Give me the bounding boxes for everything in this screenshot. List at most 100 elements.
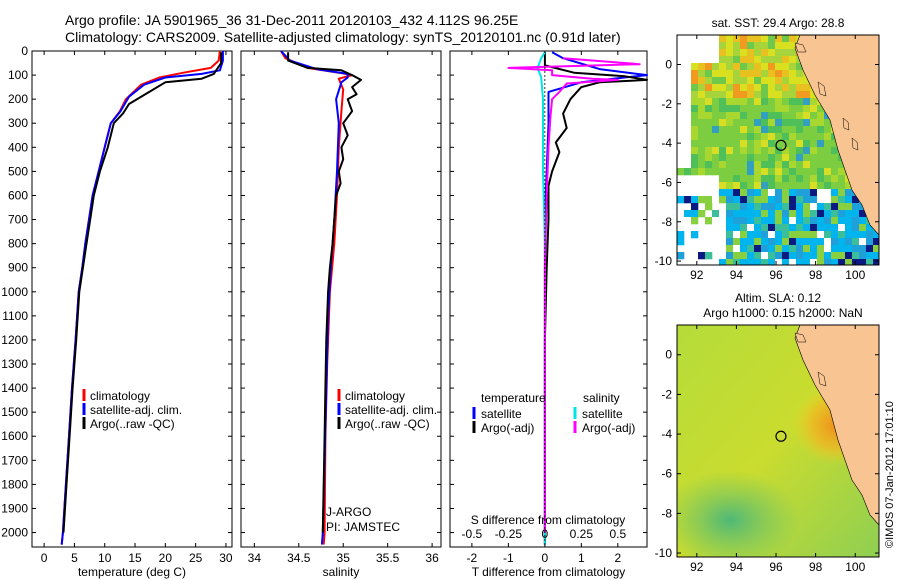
sst-cell (831, 175, 839, 183)
sst-cell (733, 42, 741, 50)
depth-tick-label: 1800 (1, 477, 28, 491)
sla_map-ytick-label: 0 (665, 348, 672, 362)
sst-cell (803, 84, 811, 92)
sst-cell (705, 154, 713, 162)
sst-cell (810, 238, 818, 246)
sst-cell (768, 91, 776, 99)
sst-cell (761, 119, 769, 127)
sst-cell (768, 98, 776, 106)
sst-cell (698, 252, 706, 260)
sst-cell (740, 217, 748, 225)
sst-cell (789, 119, 797, 127)
plot-title-line1: Argo profile: JA 5901965_36 31-Dec-2011 … (65, 12, 519, 28)
sst-cell (803, 259, 811, 265)
sst-cell (719, 168, 727, 176)
sst-cell (740, 238, 748, 246)
sst-cell (726, 147, 734, 155)
sst-cell (775, 56, 783, 64)
sst-cell (761, 42, 769, 50)
sst-cell (810, 196, 818, 204)
sst-cell (691, 196, 699, 204)
sst-cell (810, 161, 818, 169)
sst-cell (677, 252, 685, 260)
sst-cell (754, 168, 762, 176)
sst-cell (726, 210, 734, 218)
sst-cell (754, 70, 762, 78)
sst-cell (789, 105, 797, 113)
sst-cell (789, 70, 797, 78)
temperature-legend-label: climatology (90, 389, 150, 403)
salinity-panel: 34 34.5 35 35.5 36 salinity climatologysatelli… (240, 50, 442, 579)
sst-cell (768, 133, 776, 141)
difference-series-3 (507, 57, 641, 533)
sst-cell (747, 119, 755, 127)
sst-cell (705, 168, 713, 176)
sst-cell (698, 84, 706, 92)
sst-cell (775, 63, 783, 71)
sst-cell (796, 119, 804, 127)
sst-cell (740, 196, 748, 204)
sst-cell (775, 112, 783, 120)
sst-cell (719, 49, 727, 57)
sst-cell (838, 196, 846, 204)
sst-cell (796, 154, 804, 162)
salinity-series-2 (287, 52, 362, 533)
sst-cell (796, 182, 804, 190)
sla-land-sumatra (794, 325, 879, 526)
sst-cell (698, 210, 706, 218)
depth-tick-label: 1400 (1, 381, 28, 395)
sst-cell (712, 119, 720, 127)
sla_map-ytick-label: -8 (661, 506, 672, 520)
sst-cell (824, 196, 832, 204)
sst_map-xtick-label: 100 (845, 268, 865, 282)
sst-cell (740, 189, 748, 197)
sst-cell (761, 245, 769, 253)
sst-island-mentawai (842, 117, 859, 151)
sst-cell (803, 112, 811, 120)
sst-cell (719, 210, 727, 218)
salinity-legend-label: Argo(..raw -QC) (345, 417, 430, 431)
sst-cell (782, 210, 790, 218)
sst-cell (726, 224, 734, 232)
sst-cell (726, 259, 734, 265)
sst-cell (775, 42, 783, 50)
sla_map-xtick-label: 94 (730, 560, 744, 574)
sst-cell (824, 252, 832, 260)
sst-cell (803, 252, 811, 260)
sst-cell (733, 84, 741, 92)
sst-cell (817, 112, 825, 120)
sst-cell (803, 77, 811, 85)
depth-tick-label: 400 (8, 140, 28, 154)
sst-cell (740, 91, 748, 99)
sst-cell (761, 203, 769, 211)
sst-cell (747, 105, 755, 113)
sst-cell (698, 105, 706, 113)
sst-cell (831, 203, 839, 211)
sla-low-anomaly (677, 470, 800, 557)
sst-cell (782, 224, 790, 232)
sst-cell (740, 245, 748, 253)
sst-cell (691, 98, 699, 106)
sst-cell (719, 140, 727, 148)
sla-island-nias (817, 371, 827, 387)
sst-cell (838, 217, 846, 225)
sst-cell (810, 217, 818, 225)
sst-cell (824, 133, 832, 141)
sst-cell (768, 161, 776, 169)
sst-cell (775, 168, 783, 176)
sst-cell (754, 189, 762, 197)
sst-cell (873, 245, 879, 253)
sst-cell (789, 112, 797, 120)
sst-cell (803, 210, 811, 218)
sst-cell (698, 70, 706, 78)
sst-cell (698, 140, 706, 148)
sst-cell (782, 112, 790, 120)
sst-cell (803, 133, 811, 141)
sst-cell (817, 189, 825, 197)
sst-cell (775, 182, 783, 190)
sst-cell (726, 196, 734, 204)
sst-cell (698, 98, 706, 106)
sst-cell (726, 35, 734, 43)
sst-cell (873, 252, 879, 260)
sst-cell (733, 238, 741, 246)
